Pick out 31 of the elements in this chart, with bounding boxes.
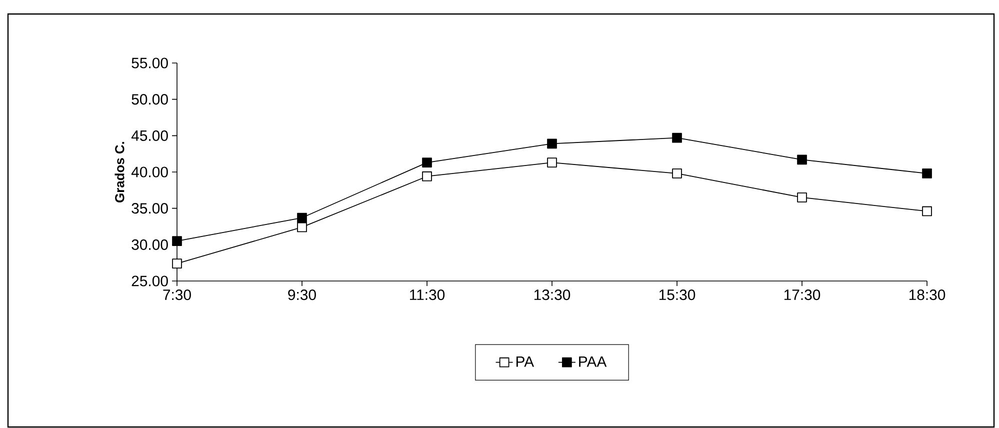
x-tick-label: 13:30 — [534, 289, 570, 300]
x-tick-label: 9:30 — [288, 289, 316, 300]
point — [922, 168, 932, 178]
y-tick-label: 40.00 — [131, 166, 168, 178]
point — [172, 236, 182, 246]
y-tick-label: 25.00 — [132, 276, 168, 286]
y-tick-label: 55.00 — [132, 58, 168, 68]
x-tick-label: 7:30 — [163, 289, 191, 300]
legend-label: PAA — [579, 356, 607, 367]
point — [422, 158, 432, 168]
x-tick-label: 18:30 — [909, 289, 946, 300]
x-tick-label: 17:30 — [784, 289, 820, 300]
y-axis-title: Grados C. — [114, 142, 124, 202]
point — [922, 206, 932, 216]
point — [547, 158, 557, 168]
y-tick-label: 30.00 — [132, 239, 168, 250]
y-tick-label: 45.00 — [131, 130, 168, 141]
point — [672, 168, 682, 178]
x-tick-label: 11:30 — [410, 289, 445, 300]
legend-label: PA — [516, 356, 534, 367]
point — [297, 222, 307, 232]
point — [672, 132, 682, 143]
y-tick-label: 50.00 — [132, 94, 168, 105]
point — [172, 258, 182, 268]
point — [297, 212, 307, 223]
point — [797, 192, 807, 202]
point — [547, 138, 557, 149]
point — [797, 154, 807, 165]
y-tick-label: 35.00 — [132, 203, 168, 214]
x-tick-label: 15:30 — [659, 289, 696, 300]
point — [422, 171, 432, 182]
